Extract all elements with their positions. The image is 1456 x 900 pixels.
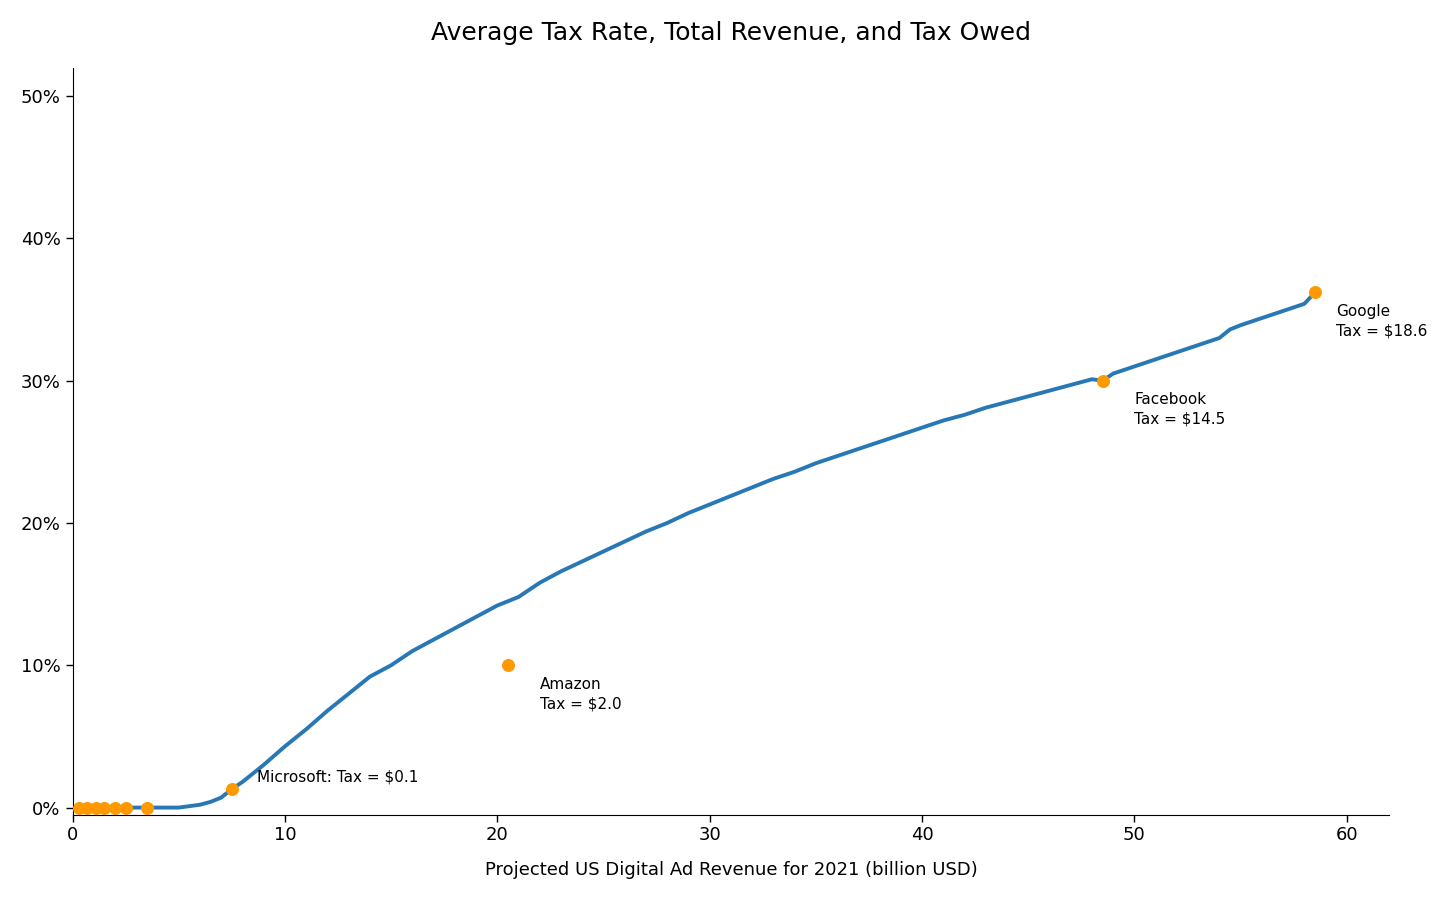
- Point: [84, 800, 108, 814]
- Point: [93, 800, 116, 814]
- Point: [1303, 285, 1326, 300]
- Text: Microsoft: Tax = $0.1: Microsoft: Tax = $0.1: [258, 770, 419, 785]
- Point: [496, 658, 520, 672]
- Text: Google
Tax = $18.6: Google Tax = $18.6: [1337, 304, 1427, 338]
- Title: Average Tax Rate, Total Revenue, and Tax Owed: Average Tax Rate, Total Revenue, and Tax…: [431, 21, 1031, 45]
- Point: [67, 800, 90, 814]
- X-axis label: Projected US Digital Ad Revenue for 2021 (billion USD): Projected US Digital Ad Revenue for 2021…: [485, 861, 977, 879]
- Point: [114, 800, 137, 814]
- Text: Facebook
Tax = $14.5: Facebook Tax = $14.5: [1134, 392, 1226, 427]
- Point: [1091, 374, 1114, 388]
- Text: Amazon
Tax = $2.0: Amazon Tax = $2.0: [540, 677, 622, 712]
- Point: [76, 800, 99, 814]
- Point: [135, 800, 159, 814]
- Point: [220, 782, 243, 796]
- Point: [103, 800, 127, 814]
